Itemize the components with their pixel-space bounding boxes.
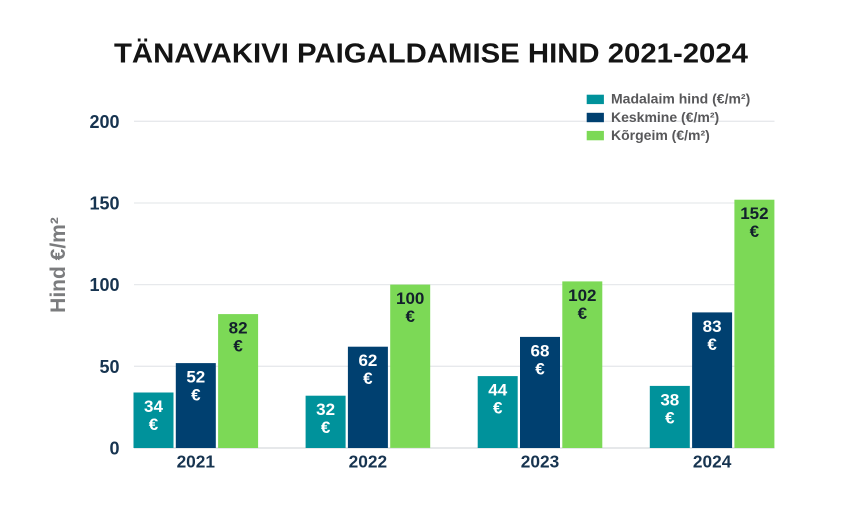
- svg-text:Keskmine (€/m²): Keskmine (€/m²): [611, 109, 719, 125]
- svg-text:€: €: [233, 337, 243, 356]
- svg-text:50: 50: [99, 357, 119, 377]
- svg-text:€: €: [405, 307, 415, 326]
- svg-text:€: €: [535, 359, 545, 378]
- svg-text:€: €: [149, 415, 159, 434]
- svg-text:52: 52: [186, 368, 205, 387]
- svg-text:€: €: [321, 418, 331, 437]
- svg-text:Madalaim hind (€/m²): Madalaim hind (€/m²): [611, 91, 750, 107]
- svg-text:82: 82: [229, 319, 248, 338]
- svg-text:Hind €/m²: Hind €/m²: [47, 217, 70, 313]
- svg-text:2024: 2024: [693, 452, 732, 472]
- svg-text:2022: 2022: [349, 452, 387, 472]
- svg-text:200: 200: [89, 112, 119, 132]
- svg-text:68: 68: [531, 341, 550, 360]
- svg-text:€: €: [665, 408, 675, 427]
- svg-text:€: €: [578, 304, 588, 323]
- svg-text:44: 44: [488, 381, 507, 400]
- svg-text:102: 102: [568, 286, 596, 305]
- svg-text:2023: 2023: [521, 452, 559, 472]
- svg-text:100: 100: [89, 275, 119, 295]
- svg-text:0: 0: [109, 439, 119, 459]
- svg-text:€: €: [493, 399, 503, 418]
- svg-text:32: 32: [316, 400, 335, 419]
- svg-text:83: 83: [703, 317, 722, 336]
- svg-text:TÄNAVAKIVI PAIGALDAMISE HIND 2: TÄNAVAKIVI PAIGALDAMISE HIND 2021-2024: [114, 37, 748, 68]
- svg-text:62: 62: [358, 351, 377, 370]
- svg-text:€: €: [707, 335, 717, 354]
- svg-text:€: €: [363, 369, 373, 388]
- svg-text:38: 38: [660, 390, 679, 409]
- svg-text:Kõrgeim (€/m²): Kõrgeim (€/m²): [611, 127, 710, 143]
- svg-text:150: 150: [89, 194, 119, 214]
- svg-text:2021: 2021: [177, 452, 216, 472]
- svg-text:152: 152: [740, 204, 768, 223]
- svg-text:34: 34: [144, 397, 163, 416]
- svg-text:100: 100: [396, 289, 424, 308]
- svg-text:€: €: [191, 386, 201, 405]
- svg-text:€: €: [750, 222, 760, 241]
